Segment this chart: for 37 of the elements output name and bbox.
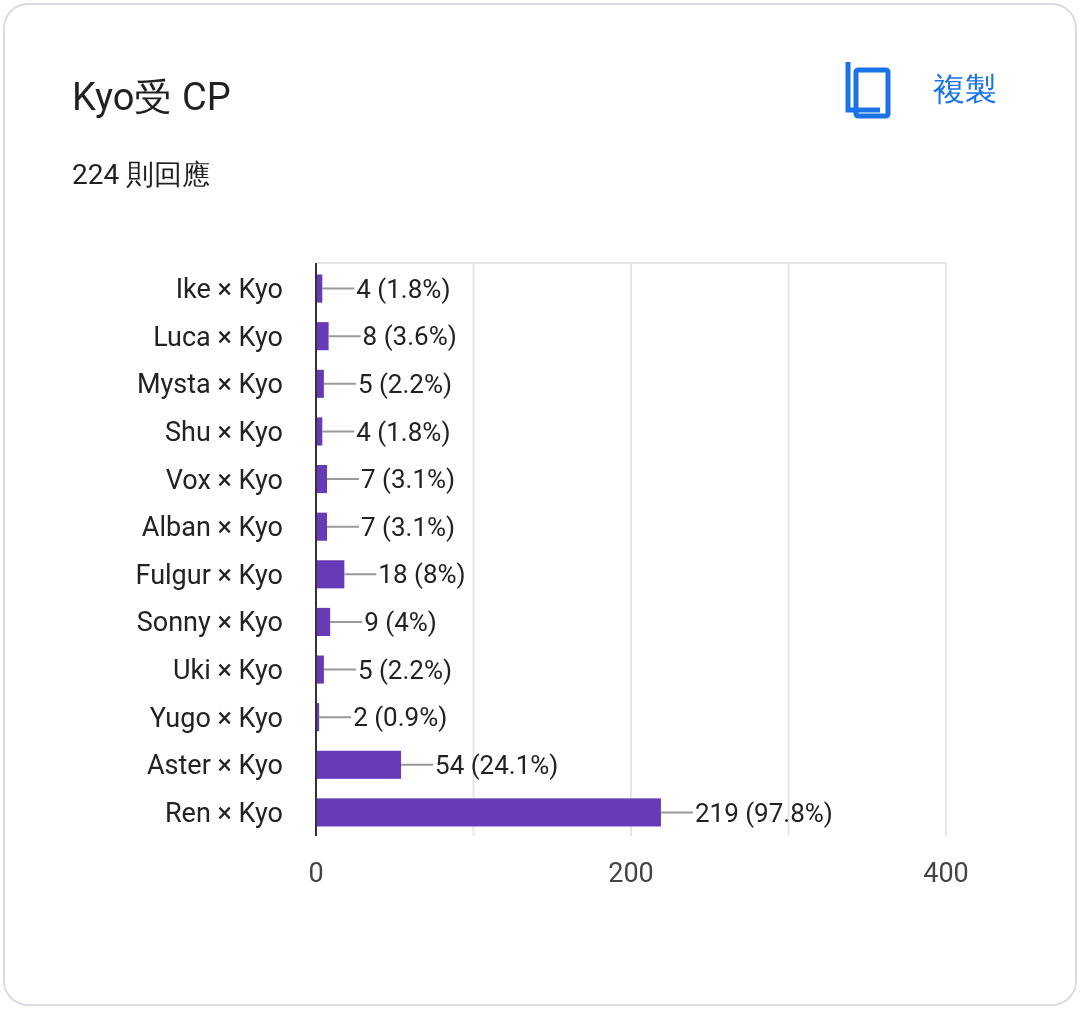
data-label: 7 (3.1%)	[361, 511, 456, 542]
y-tick-label: Sonny × Kyo	[136, 606, 283, 639]
y-tick-label: Uki × Kyo	[173, 654, 283, 687]
bar	[316, 798, 661, 827]
data-label: 5 (2.2%)	[357, 654, 453, 685]
y-tick-label: Fulgur × Kyo	[135, 558, 283, 591]
y-tick-label: Ren × Kyo	[164, 796, 283, 829]
y-tick-label: Alban × Kyo	[141, 511, 283, 544]
chart-title: Kyo受 CP	[72, 75, 231, 119]
data-label: 4 (1.8%)	[356, 273, 451, 304]
y-tick-label: Shu × Kyo	[165, 415, 283, 448]
data-label: 5 (2.2%)	[357, 368, 453, 399]
y-tick-label: Mysta × Kyo	[137, 368, 283, 401]
data-label: 2 (0.9%)	[353, 702, 448, 733]
x-tick-label: 0	[308, 857, 324, 889]
y-tick-label: Luca × Kyo	[153, 320, 283, 353]
data-label: 18 (8%)	[378, 559, 466, 590]
data-label: 219 (97.8%)	[694, 797, 833, 828]
y-tick-label: Vox × Kyo	[165, 463, 283, 496]
bar	[316, 560, 345, 589]
y-tick-label: Ike × Kyo	[175, 273, 283, 306]
bar	[316, 465, 328, 494]
bar	[316, 512, 328, 541]
bar	[316, 322, 329, 351]
y-tick-label: Yugo × Kyo	[149, 701, 283, 734]
data-label: 4 (1.8%)	[356, 416, 451, 447]
data-label: 9 (4%)	[364, 607, 437, 638]
bar	[316, 750, 402, 779]
text: 複製	[933, 70, 997, 108]
data-label: 8 (3.6%)	[362, 321, 457, 352]
y-tick-label: Aster × Kyo	[146, 749, 283, 782]
x-tick-label: 400	[923, 857, 969, 889]
x-tick-label: 200	[608, 857, 654, 889]
chart-subtitle: 224 則回應	[72, 158, 211, 191]
bar	[316, 607, 331, 636]
data-label: 7 (3.1%)	[361, 464, 456, 495]
data-label: 54 (24.1%)	[435, 749, 559, 780]
